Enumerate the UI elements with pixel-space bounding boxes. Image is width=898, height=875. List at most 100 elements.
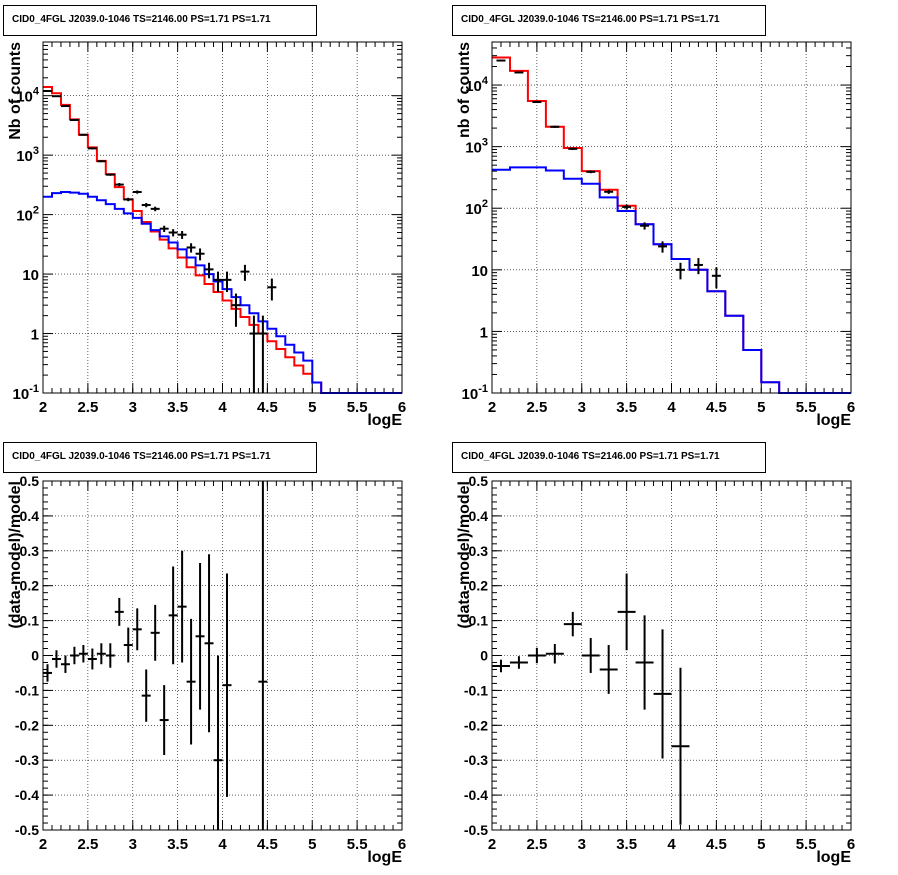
panel-title-box-3: CID0_4FGL J2039.0-1046 TS=2146.00 PS=1.7…	[3, 442, 317, 473]
data-point	[186, 618, 196, 745]
x-tick-label: 5.5	[347, 836, 368, 853]
y-tick-label: 10	[471, 263, 488, 280]
y-axis-label: (data-model)/model	[7, 481, 24, 629]
y-tick-label: 104	[465, 75, 489, 95]
data-point	[581, 638, 600, 673]
data-point	[671, 667, 690, 825]
data-point	[60, 105, 70, 108]
panel-1: 2 2.5 3 3.5 4 4.5 5 5.5 6 10-1 1 10 102 103 104 logE Nb …	[7, 41, 406, 429]
y-tick-label: -0.3	[15, 752, 39, 768]
panel-title-box-4: CID0_4FGL J2039.0-1046 TS=2146.00 PS=1.7…	[452, 442, 766, 473]
y-tick-label: -0.1	[464, 682, 488, 698]
plot-area	[43, 42, 402, 393]
x-tick-label: 5	[308, 836, 316, 853]
y-tick-label: 0.5	[469, 473, 489, 489]
plot-area	[492, 42, 851, 393]
x-axis-label: logE	[816, 849, 851, 866]
x-tick-label: 4	[667, 399, 676, 416]
data-point	[604, 189, 614, 194]
x-tick-label: 2	[488, 836, 496, 853]
x-axis-label: logE	[367, 849, 402, 866]
y-axis-label: nb of counts	[456, 42, 473, 138]
y-tick-label: 10	[22, 267, 39, 284]
data-point	[222, 271, 232, 292]
data-point	[204, 262, 214, 279]
data-point	[78, 133, 88, 136]
x-tick-label: 6	[398, 836, 406, 853]
data-point	[51, 650, 61, 668]
y-tick-label: -0.3	[464, 752, 488, 768]
y-tick-label: 1	[480, 324, 488, 341]
x-tick-label: 5	[308, 399, 316, 416]
panel-3: 2 2.5 3 3.5 4 4.5 5 5.5 6 -0.5 -0.4 -0.3 -0.2 -0.1 0 0.…	[7, 473, 406, 866]
data-point	[492, 659, 510, 673]
data-point	[43, 664, 52, 682]
y-tick-label: 104	[16, 86, 40, 106]
data-point	[159, 685, 169, 755]
panel-title-box-1: CID0_4FGL J2039.0-1046 TS=2146.00 PS=1.7…	[3, 5, 317, 36]
data-point	[658, 241, 668, 253]
x-tick-label: 5	[757, 836, 765, 853]
data-point	[123, 627, 133, 663]
y-tick-label: 102	[16, 205, 39, 225]
x-tick-label: 5.5	[796, 399, 817, 416]
data-point	[168, 566, 178, 665]
data-point	[105, 643, 115, 668]
data-point	[514, 71, 524, 74]
data-point	[132, 190, 142, 194]
data-point	[653, 629, 672, 759]
x-tick-label: 2	[488, 399, 496, 416]
data-point	[675, 262, 685, 280]
data-point	[545, 643, 564, 664]
data-point	[96, 160, 106, 163]
y-tick-label: -0.2	[15, 717, 39, 733]
data-point	[51, 95, 61, 98]
plot-frame	[491, 480, 852, 831]
data-point	[635, 615, 654, 710]
y-tick-label: -0.1	[15, 682, 39, 698]
y-tick-label: 0.4	[469, 508, 489, 524]
data-point	[159, 225, 169, 233]
x-tick-label: 3.5	[616, 836, 637, 853]
data-point	[87, 648, 97, 670]
x-tick-label: 3	[578, 399, 586, 416]
x-tick-label: 3.5	[616, 399, 637, 416]
data-point	[586, 170, 596, 174]
x-tick-label: 2	[39, 836, 47, 853]
data-point	[177, 550, 187, 663]
model-histogram-component	[43, 191, 402, 394]
data-point	[141, 202, 151, 208]
x-tick-label: 6	[847, 399, 855, 416]
data-point	[150, 206, 160, 212]
data-point	[195, 248, 205, 261]
x-tick-label: 2.5	[526, 399, 547, 416]
y-tick-label: 0.3	[469, 543, 489, 559]
y-tick-label: 0.3	[20, 543, 40, 559]
data-point	[96, 643, 106, 665]
data-point	[496, 59, 506, 62]
y-tick-label: 0.4	[20, 508, 40, 524]
data-point	[78, 645, 88, 663]
x-tick-label: 4	[667, 836, 676, 853]
y-tick-label: 0.1	[469, 613, 489, 629]
data-point	[550, 125, 560, 128]
data-point	[693, 258, 703, 275]
x-tick-label: 2.5	[526, 836, 547, 853]
panel-2: 2 2.5 3 3.5 4 4.5 5 5.5 6 10-1 1 10 102 103 104 logE nb …	[456, 41, 855, 429]
y-tick-label: -0.4	[15, 787, 39, 803]
plot-frame	[491, 41, 852, 394]
x-tick-label: 5.5	[796, 836, 817, 853]
panel-title-4: CID0_4FGL J2039.0-1046 TS=2146.00 PS=1.7…	[461, 451, 720, 462]
data-point	[123, 197, 133, 202]
data-point	[640, 222, 650, 230]
data-point	[69, 646, 79, 665]
y-axis-label: Nb of counts	[7, 42, 24, 140]
data-point	[43, 89, 52, 92]
y-tick-label: -0.5	[464, 822, 488, 838]
panel-title-box-2: CID0_4FGL J2039.0-1046 TS=2146.00 PS=1.7…	[452, 5, 766, 36]
panel-title-3: CID0_4FGL J2039.0-1046 TS=2146.00 PS=1.7…	[12, 451, 271, 462]
data-point	[249, 315, 259, 393]
x-tick-label: 4	[218, 836, 227, 853]
x-axis-label: logE	[367, 412, 402, 429]
